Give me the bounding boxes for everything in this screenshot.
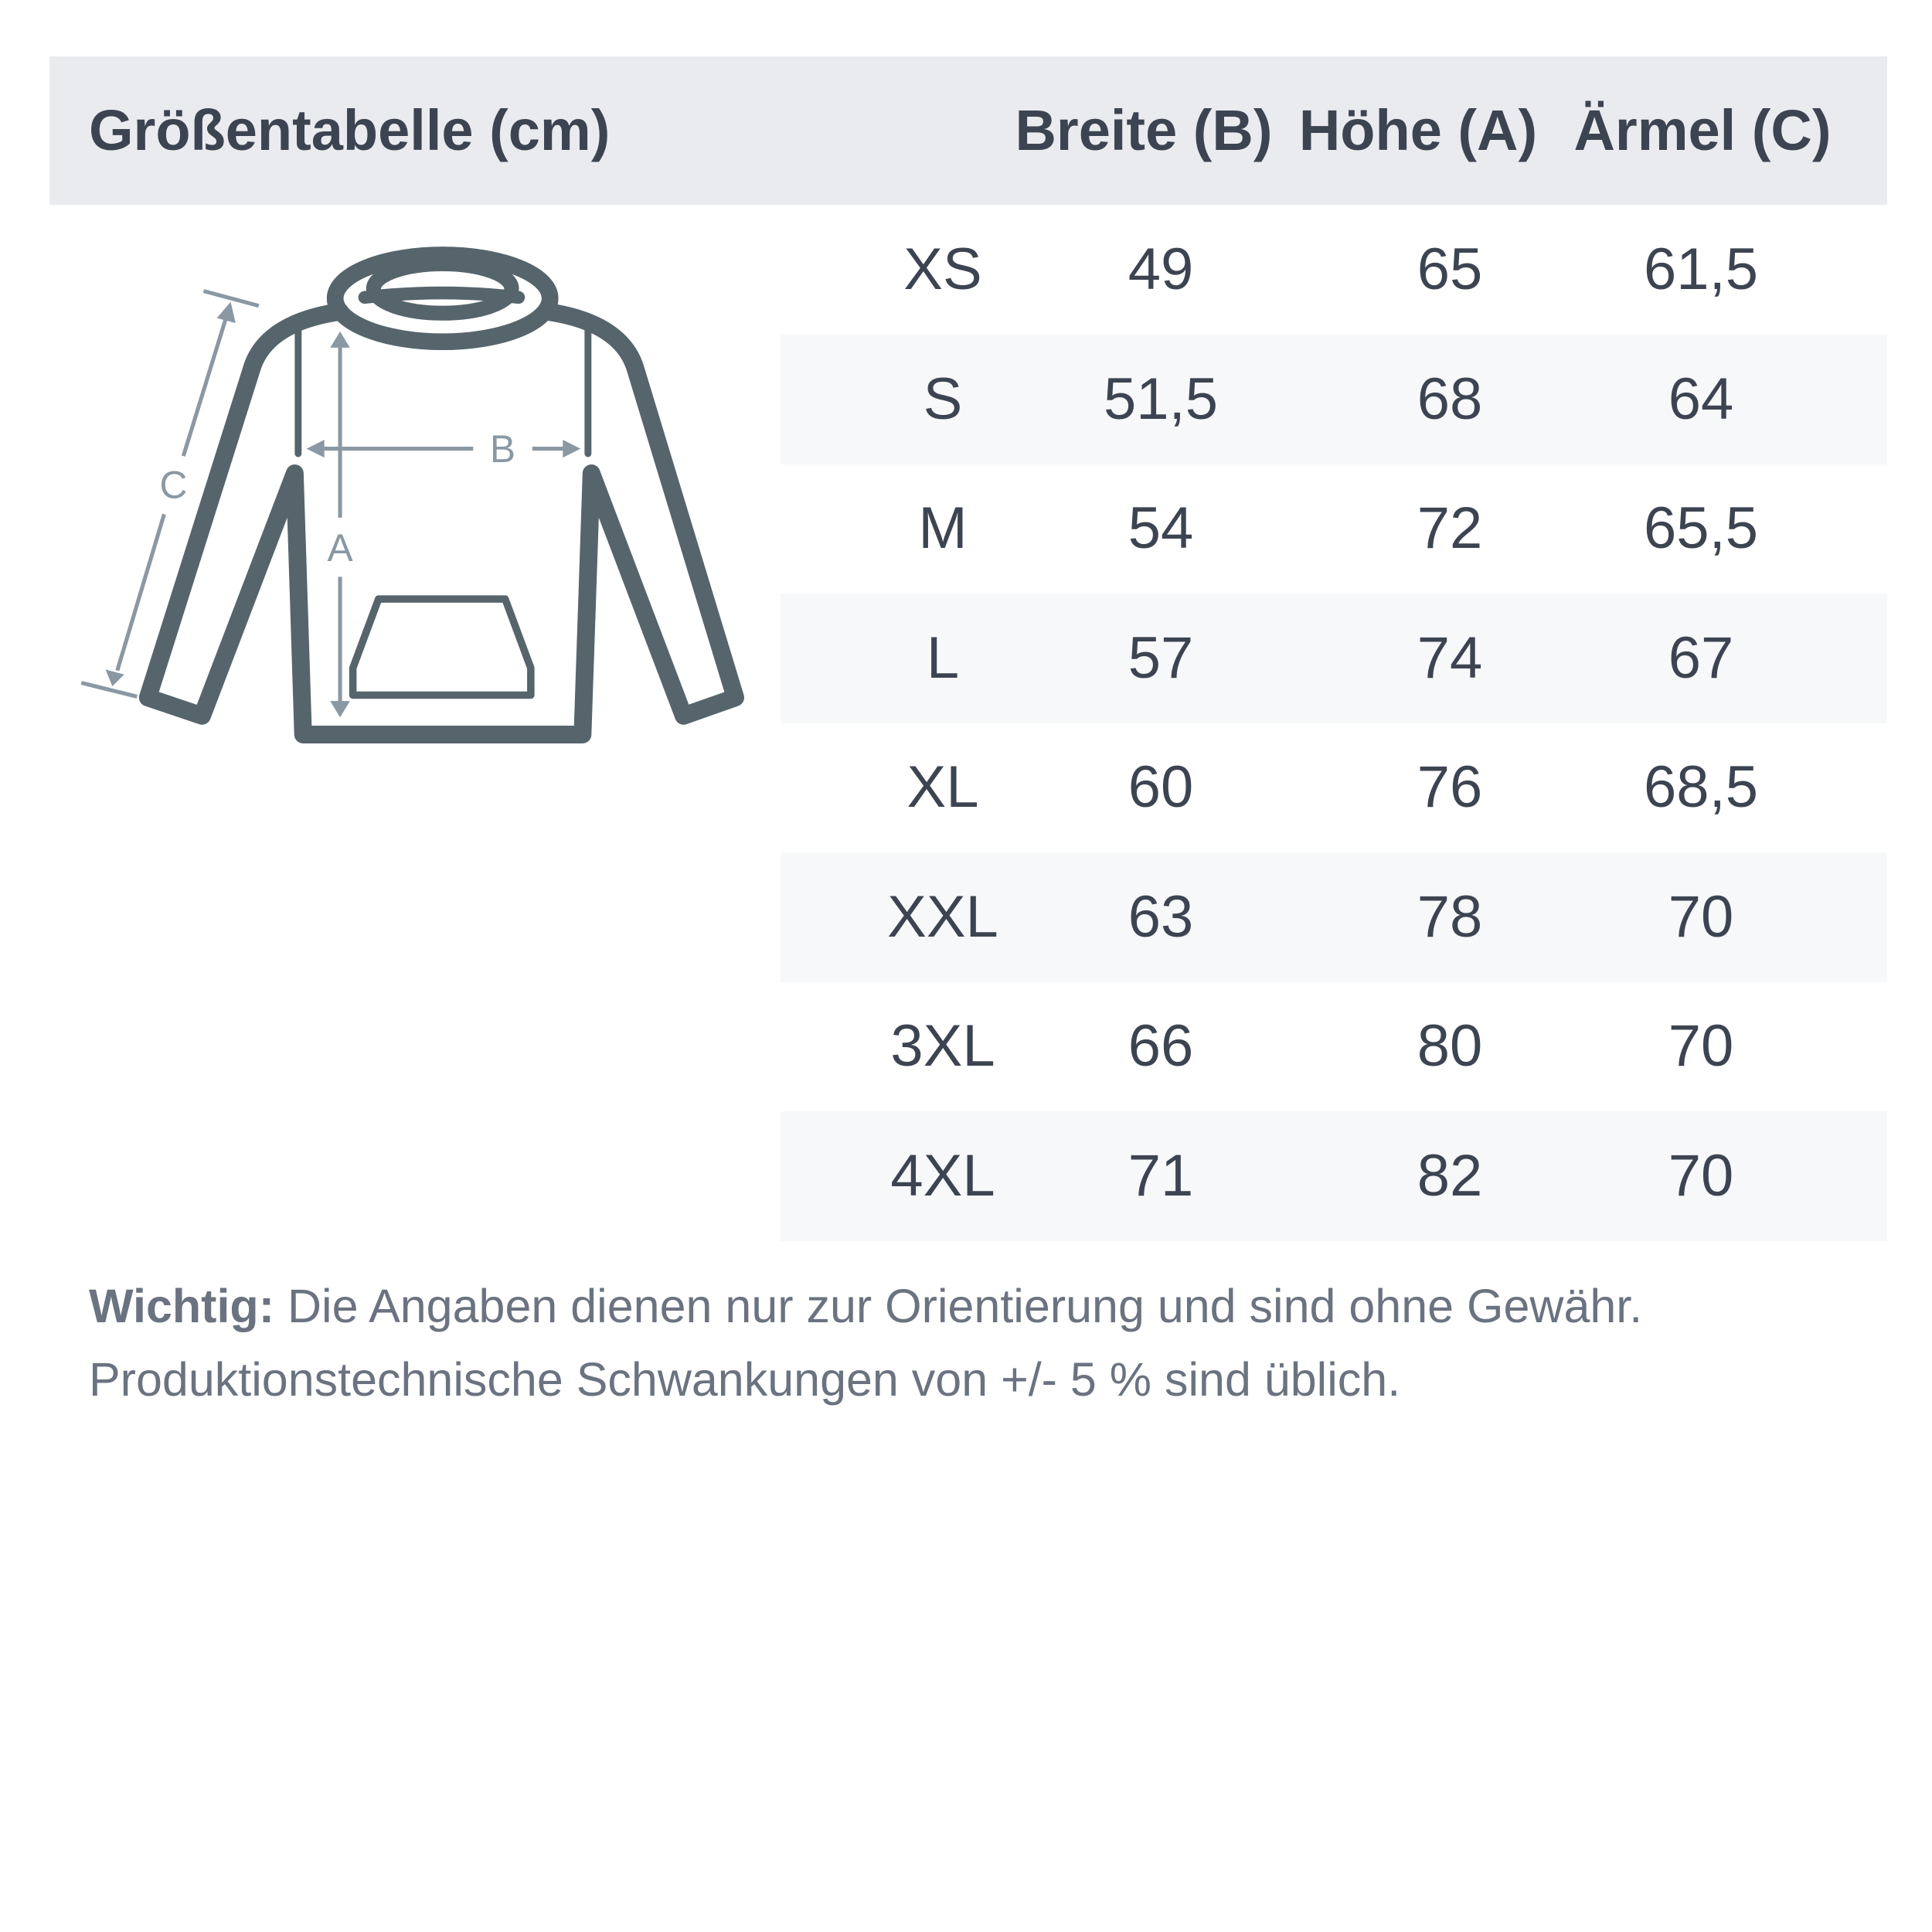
cell-hoehe: 78 xyxy=(1417,883,1483,950)
cell-aermel: 70 xyxy=(1668,883,1734,950)
hood-outer xyxy=(326,247,559,351)
label-c: C xyxy=(160,463,188,506)
column-header-hoehe: Höhe (A) xyxy=(1298,98,1538,162)
cell-size: 4XL xyxy=(890,1142,995,1209)
note-text: Die Angaben dienen nur zur Orientierung … xyxy=(274,1280,1643,1332)
table-row: S 51,5 68 64 xyxy=(781,334,1887,464)
cell-size: XXL xyxy=(887,883,998,950)
cell-aermel: 61,5 xyxy=(1644,236,1758,302)
pocket xyxy=(349,595,535,699)
note-line-1: Wichtig: Die Angaben dienen nur zur Orie… xyxy=(89,1275,1642,1337)
cell-hoehe: 82 xyxy=(1417,1142,1483,1209)
note-label: Wichtig: xyxy=(89,1280,275,1332)
cell-breite: 60 xyxy=(1128,754,1194,820)
column-header-breite: Breite (B) xyxy=(1015,98,1273,162)
cell-breite: 54 xyxy=(1128,495,1194,561)
cell-breite: 51,5 xyxy=(1104,366,1218,432)
column-header-aermel: Ärmel (C) xyxy=(1573,98,1832,162)
cell-hoehe: 80 xyxy=(1417,1013,1483,1079)
label-b: B xyxy=(490,427,515,471)
hoodie-outline xyxy=(138,302,745,743)
cell-size: 3XL xyxy=(890,1013,995,1079)
cell-aermel: 70 xyxy=(1668,1142,1734,1209)
note-line-2: Produktionstechnische Schwankungen von +… xyxy=(89,1353,1401,1406)
cell-size: S xyxy=(923,366,963,432)
hood-front xyxy=(358,286,526,304)
cell-aermel: 64 xyxy=(1668,366,1734,432)
cell-size: XL xyxy=(906,754,979,820)
cell-aermel: 70 xyxy=(1668,1013,1734,1079)
table-row: 4XL 71 82 70 xyxy=(781,1111,1887,1241)
table-row: XXL 63 78 70 xyxy=(781,852,1887,982)
table-row: XL 60 76 68,5 xyxy=(781,723,1887,852)
cell-hoehe: 72 xyxy=(1417,495,1483,561)
cell-breite: 66 xyxy=(1128,1013,1194,1079)
cell-hoehe: 74 xyxy=(1417,624,1483,691)
cell-hoehe: 76 xyxy=(1417,754,1483,820)
page-title: Größentabelle (cm) xyxy=(89,98,611,162)
label-a: A xyxy=(327,526,353,570)
table-header-band xyxy=(49,56,1887,205)
cell-size: XS xyxy=(903,236,982,302)
hoodie-diagram: A B C xyxy=(80,247,745,743)
cell-hoehe: 65 xyxy=(1417,236,1483,302)
cell-aermel: 65,5 xyxy=(1644,495,1758,561)
table-row: 3XL 66 80 70 xyxy=(781,981,1887,1111)
cell-breite: 49 xyxy=(1128,236,1194,302)
hood-inner xyxy=(366,256,519,321)
cell-size: M xyxy=(918,495,968,561)
cell-breite: 57 xyxy=(1128,624,1194,691)
cell-aermel: 68,5 xyxy=(1644,754,1758,820)
table-row: L 57 74 67 xyxy=(781,593,1887,723)
table-row: M 54 72 65,5 xyxy=(781,464,1887,594)
cell-hoehe: 68 xyxy=(1417,366,1483,432)
cell-aermel: 67 xyxy=(1668,624,1734,691)
cell-breite: 63 xyxy=(1128,883,1194,950)
cell-size: L xyxy=(926,624,960,691)
cell-breite: 71 xyxy=(1128,1142,1194,1209)
table-row: XS 49 65 61,5 xyxy=(781,205,1887,335)
